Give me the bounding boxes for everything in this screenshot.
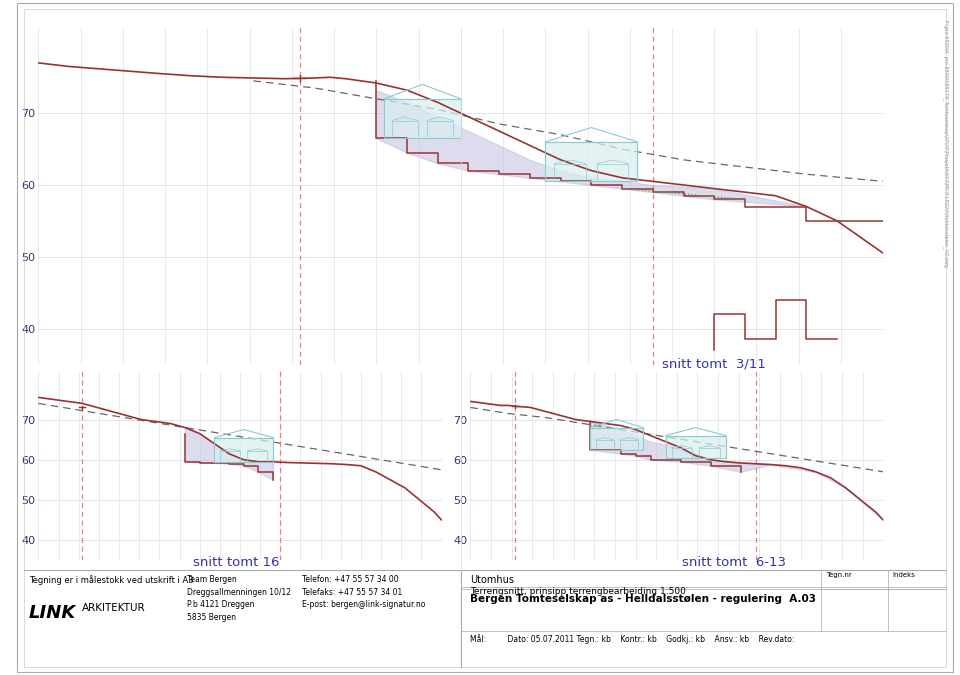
- Text: Tegn.nr: Tegn.nr: [826, 572, 852, 578]
- Polygon shape: [665, 435, 726, 458]
- Polygon shape: [214, 437, 273, 462]
- Text: Terrengsnitt, prinsipp terrengbearbeiding 1:500: Terrengsnitt, prinsipp terrengbearbeidin…: [470, 587, 686, 596]
- Text: Bergen Tomteselskap as - Helldalsstølen - regulering  A.03: Bergen Tomteselskap as - Helldalsstølen …: [470, 594, 816, 604]
- Text: ARKITEKTUR: ARKITEKTUR: [82, 603, 145, 613]
- Polygon shape: [545, 142, 637, 182]
- Text: Team Bergen
Dreggsallmenningen 10/12
P.b 4121 Dreggen
5835 Bergen: Team Bergen Dreggsallmenningen 10/12 P.b…: [187, 575, 291, 622]
- Text: snitt tomt  3/11: snitt tomt 3/11: [662, 357, 766, 371]
- Text: Telefon: +47 55 57 34 00
Telefaks: +47 55 57 34 01
E-post: bergen@link-signatur.: Telefon: +47 55 57 34 00 Telefaks: +47 5…: [302, 575, 426, 609]
- Polygon shape: [590, 427, 643, 450]
- Text: F:\pro 65000\- pro 65000\65178_Tomteselskap\AT\AT\Prosjekt\652\MC\F.LR220\Heldal: F:\pro 65000\- pro 65000\65178_Tomtesels…: [943, 20, 948, 267]
- Text: Tegning er i målestokk ved utskrift i A3: Tegning er i målestokk ved utskrift i A3: [29, 575, 193, 585]
- Text: Utomhus: Utomhus: [470, 575, 515, 585]
- Text: Indeks: Indeks: [893, 572, 916, 578]
- Polygon shape: [384, 99, 461, 138]
- Text: snitt tomt 16: snitt tomt 16: [193, 556, 279, 569]
- Text: Mål:         Dato: 05.07.2011 Tegn.: kb    Kontr.: kb    Godkj.: kb    Ansv.: kb: Mål: Dato: 05.07.2011 Tegn.: kb Kontr.: …: [470, 634, 795, 645]
- Text: snitt tomt  6-13: snitt tomt 6-13: [682, 556, 785, 569]
- Text: LINK: LINK: [29, 604, 76, 622]
